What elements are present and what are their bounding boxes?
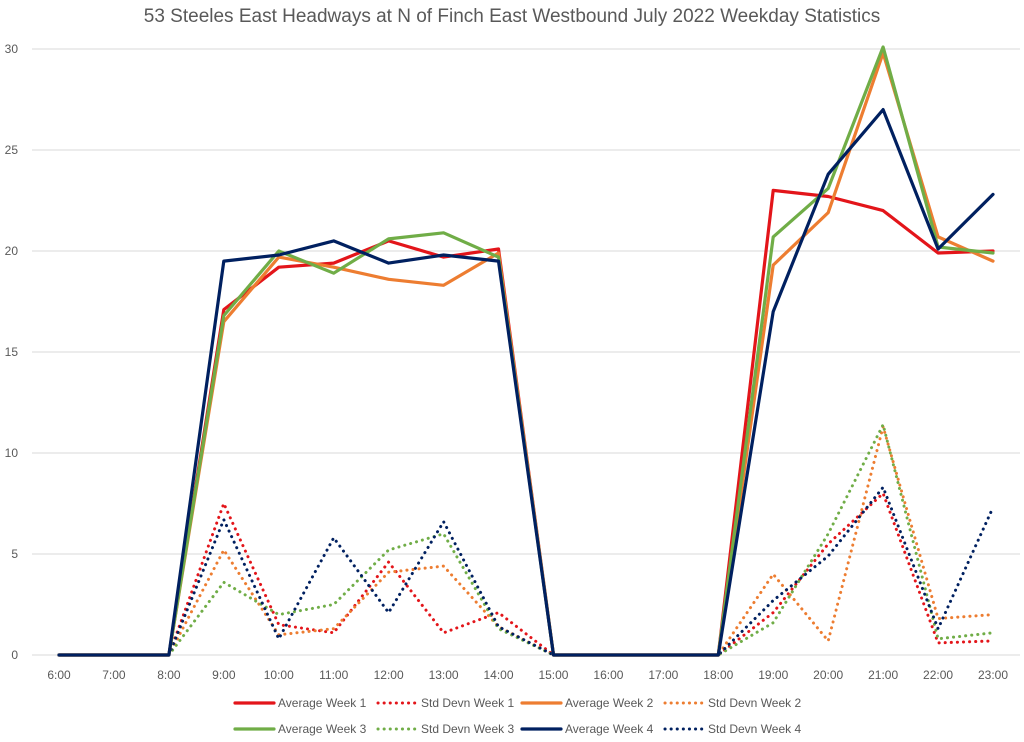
x-tick-layer: 6:00 7:00 8:00 9:00 10:00 11:00 12:00 13:00 14:0… (47, 668, 1008, 682)
chart-title: 53 Steeles East Headways at N of Finch E… (143, 6, 881, 27)
x-tick-label: 11:00 (319, 668, 348, 682)
x-tick-label: 19:00 (758, 668, 788, 682)
legend-item-average-week-3: Average Week 3 (233, 722, 367, 736)
x-tick-label: 10:00 (264, 668, 294, 682)
series-line-std-devn-week-4 (57, 485, 995, 657)
x-tick-label: 14:00 (484, 668, 514, 682)
legend-label: Average Week 4 (565, 722, 654, 736)
legend-label: Std Devn Week 4 (708, 722, 801, 736)
series-line-std-devn-week-1 (57, 491, 995, 657)
x-tick-label: 18:00 (703, 668, 733, 682)
y-tick-label: 10 (5, 446, 19, 460)
x-tick-label: 12:00 (374, 668, 404, 682)
x-tick-label: 23:00 (978, 668, 1008, 682)
legend-label: Std Devn Week 2 (708, 696, 801, 710)
x-tick-label: 9:00 (212, 668, 236, 682)
y-tick-label: 15 (5, 345, 19, 359)
legend-item-std-devn-week-3: Std Devn Week 3 (376, 722, 514, 736)
x-tick-label: 15:00 (538, 668, 568, 682)
x-tick-label: 20:00 (813, 668, 843, 682)
legend-item-std-devn-week-1: Std Devn Week 1 (376, 696, 514, 710)
x-tick-label: 8:00 (157, 668, 181, 682)
x-tick-label: 17:00 (648, 668, 678, 682)
x-tick-label: 16:00 (593, 668, 623, 682)
y-tick-label: 30 (5, 42, 19, 56)
series-line-average-week-1 (57, 188, 995, 657)
y-tick-label: 25 (5, 143, 19, 157)
x-tick-label: 21:00 (868, 668, 898, 682)
series-line-std-devn-week-2 (57, 425, 995, 657)
series-line-average-week-4 (57, 107, 995, 657)
legend-label: Std Devn Week 3 (421, 722, 514, 736)
legend-label: Std Devn Week 1 (421, 696, 514, 710)
y-tick-layer: 0 5 10 15 20 25 30 (5, 42, 19, 662)
series-layer (57, 45, 995, 657)
legend-item-average-week-1: Average Week 1 (233, 696, 367, 710)
y-tick-label: 0 (11, 648, 18, 662)
x-tick-label: 6:00 (47, 668, 71, 682)
x-tick-label: 22:00 (923, 668, 953, 682)
x-tick-label: 7:00 (102, 668, 126, 682)
legend-item-average-week-4: Average Week 4 (520, 722, 654, 736)
legend-label: Average Week 2 (565, 696, 654, 710)
x-tick-label: 13:00 (429, 668, 459, 682)
legend-item-average-week-2: Average Week 2 (520, 696, 654, 710)
legend-item-std-devn-week-2: Std Devn Week 2 (663, 696, 801, 710)
legend-label: Average Week 3 (278, 722, 367, 736)
legend-item-std-devn-week-4: Std Devn Week 4 (663, 722, 801, 736)
y-tick-label: 20 (5, 244, 19, 258)
legend-layer: Average Week 1 Std Devn Week 1 Average Wee… (233, 696, 801, 736)
legend-label: Average Week 1 (278, 696, 367, 710)
y-tick-label: 5 (11, 547, 18, 561)
